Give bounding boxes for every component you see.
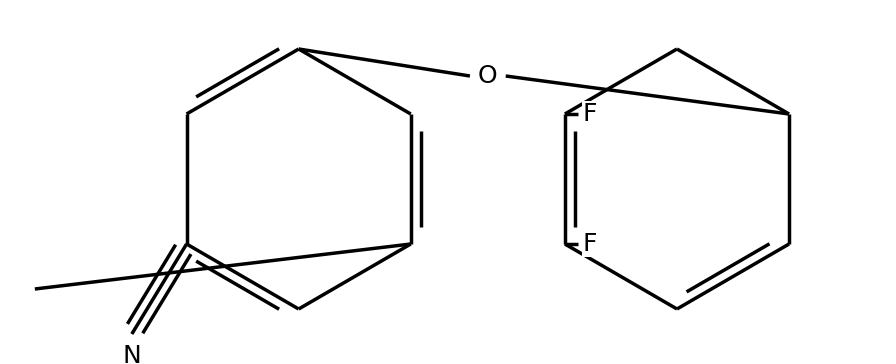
Text: F: F <box>582 232 598 256</box>
Text: O: O <box>478 64 497 88</box>
Text: F: F <box>582 102 598 126</box>
Text: N: N <box>123 344 142 364</box>
